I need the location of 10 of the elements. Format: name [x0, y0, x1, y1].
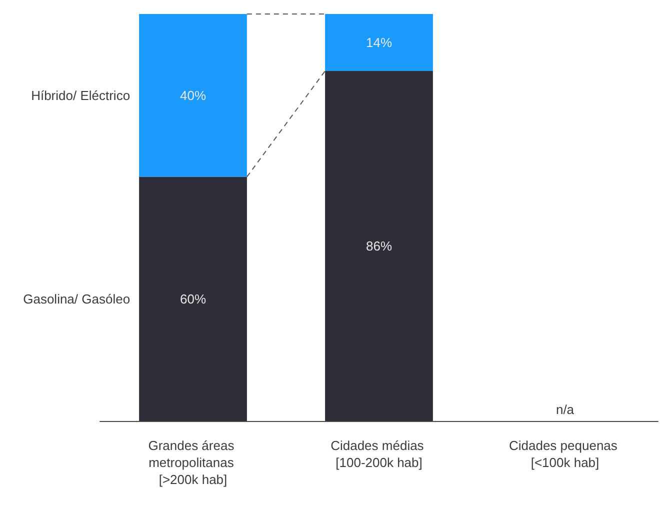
series-label: Híbrido/ Eléctrico	[31, 88, 130, 103]
x-tick-label: Cidades médias [100-200k hab]	[330, 438, 428, 470]
data-label: 14%	[366, 34, 392, 50]
annotation: n/a	[556, 402, 575, 417]
x-tick-label: Grandes áreas metropolitanas [>200k hab]	[148, 438, 238, 487]
data-label: 86%	[366, 238, 392, 254]
x-tick-label: Cidades pequenas [<100k hab]	[508, 438, 622, 470]
data-label: 40%	[180, 88, 206, 103]
series-label: Gasolina/ Gasóleo	[23, 291, 130, 306]
data-label: 60%	[180, 291, 206, 306]
